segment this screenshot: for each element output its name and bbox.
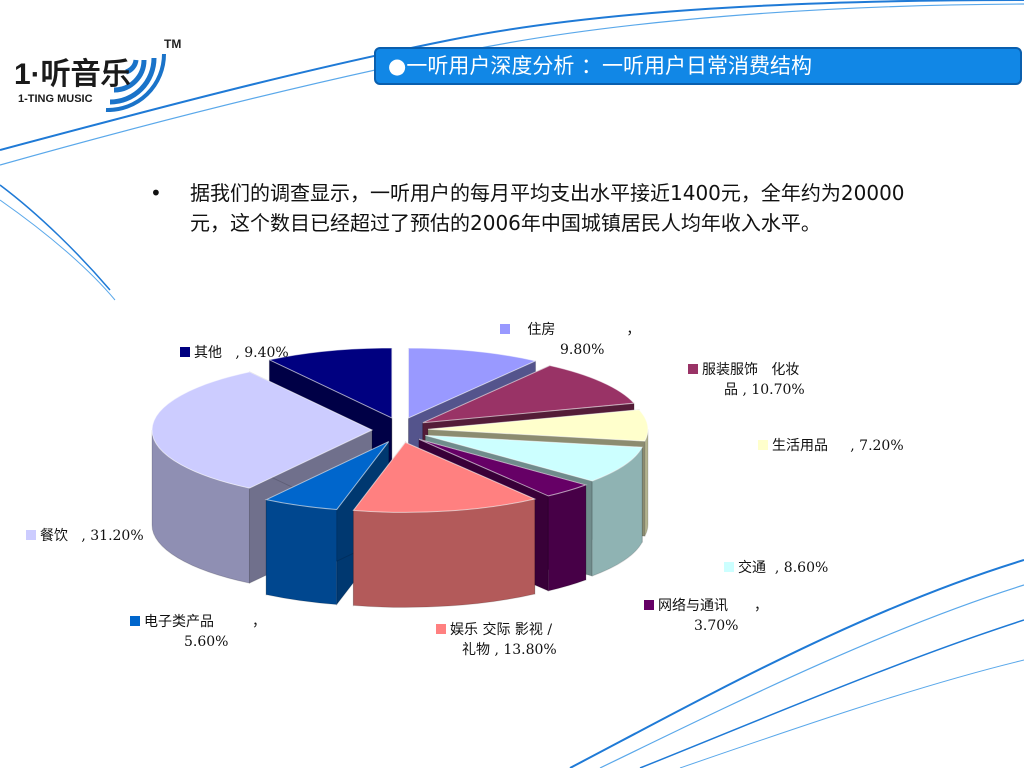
- bullet-text: 据我们的调查显示，一听用户的每月平均支出水平接近1400元，全年约为20000元…: [190, 181, 905, 235]
- svg-text:TM: TM: [164, 37, 181, 51]
- brand-logo: TM 1·听音乐 1-TING MUSIC: [14, 22, 199, 113]
- label-network: 网络与通讯， 3.70%: [644, 596, 768, 636]
- label-traffic: 交通 , 8.60%: [724, 558, 828, 578]
- legend-swatch-daily: [758, 440, 768, 450]
- svg-text:1-TING MUSIC: 1-TING MUSIC: [18, 93, 93, 105]
- bullet-paragraph: • 据我们的调查显示，一听用户的每月平均支出水平接近1400元，全年约为2000…: [150, 178, 910, 238]
- legend-swatch-traffic: [724, 562, 734, 572]
- page-title: ●一听用户深度分析 ：一听用户日常消费结构: [374, 47, 1022, 85]
- legend-swatch-electronics: [130, 616, 140, 626]
- label-entertainment: 娱乐 交际 影视 / 礼物 , 13.80%: [436, 620, 557, 660]
- legend-swatch-housing: [500, 324, 510, 334]
- bullet-marker: •: [150, 181, 162, 205]
- label-electronics: 电子类产品， 5.60%: [130, 612, 266, 652]
- svg-text:1·听音乐: 1·听音乐: [14, 58, 131, 91]
- label-other: 其他 , 9.40%: [180, 343, 289, 363]
- legend-swatch-dining: [26, 530, 36, 540]
- legend-swatch-clothing: [688, 364, 698, 374]
- legend-swatch-network: [644, 600, 654, 610]
- legend-swatch-entertainment: [436, 624, 446, 634]
- brand-logo-graphic: TM 1·听音乐 1-TING MUSIC: [14, 37, 181, 113]
- label-daily: 生活用品 , 7.20%: [758, 436, 904, 456]
- pie-slice-entertainment: [352, 440, 537, 608]
- legend-swatch-other: [180, 347, 190, 357]
- label-clothing: 服装服饰 化妆 品 , 10.70%: [688, 360, 805, 400]
- label-housing: 住房， 9.80%: [500, 320, 640, 360]
- label-dining: 餐饮 , 31.20%: [26, 526, 144, 546]
